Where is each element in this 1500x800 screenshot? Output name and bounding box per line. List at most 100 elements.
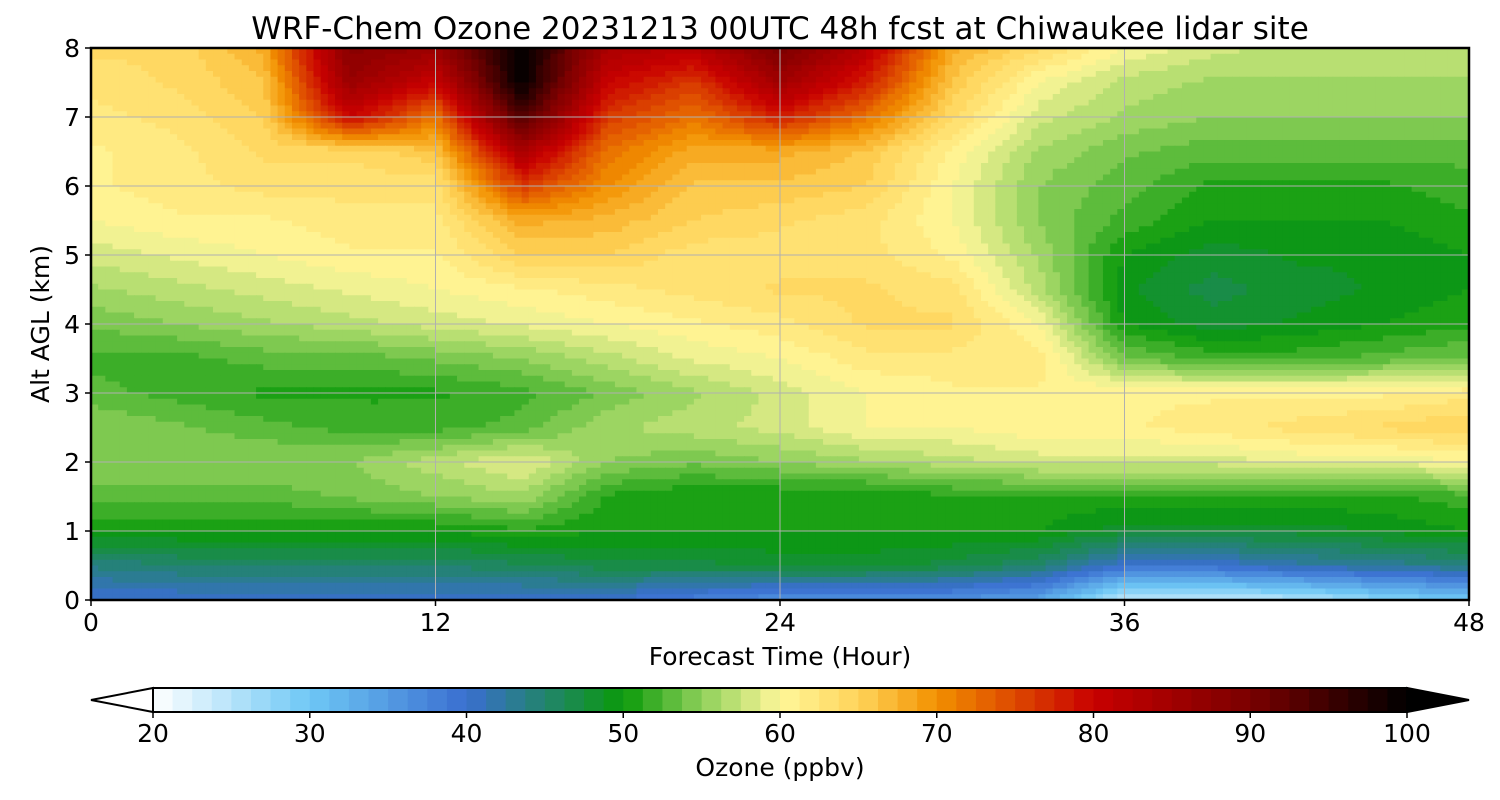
- field-cell: [543, 157, 551, 164]
- field-cell: [894, 151, 903, 158]
- field-cell: [299, 186, 307, 193]
- field-cell: [1332, 186, 1341, 193]
- field-cell: [1110, 140, 1118, 147]
- field-cell: [614, 88, 623, 95]
- field-cell: [672, 191, 681, 199]
- field-cell: [650, 65, 659, 72]
- field-cell: [184, 111, 193, 118]
- field-cell: [1059, 145, 1068, 153]
- field-cell: [141, 134, 150, 141]
- field-cell: [787, 94, 795, 101]
- field-cell: [1059, 59, 1068, 66]
- field-cell: [715, 151, 724, 158]
- field-cell: [1210, 71, 1219, 78]
- field-cell: [1390, 140, 1398, 147]
- field-cell: [457, 168, 465, 176]
- field-cell: [1117, 134, 1126, 141]
- field-cell: [457, 105, 465, 112]
- field-cell: [1045, 65, 1054, 72]
- field-cell: [1024, 163, 1032, 170]
- field-cell: [564, 48, 573, 55]
- field-cell: [335, 122, 343, 130]
- field-cell: [679, 180, 688, 187]
- field-cell: [973, 59, 982, 66]
- field-cell: [1354, 140, 1362, 147]
- field-cell: [973, 191, 982, 199]
- field-cell: [622, 174, 630, 181]
- field-cell: [1081, 140, 1090, 147]
- field-cell: [1440, 122, 1449, 130]
- field-cell: [1239, 163, 1248, 170]
- field-cell: [772, 191, 781, 199]
- field-cell: [830, 145, 839, 153]
- field-cell: [830, 71, 839, 78]
- field-cell: [1339, 180, 1348, 187]
- field-cell: [277, 157, 286, 164]
- field-cell: [105, 191, 114, 199]
- field-cell: [1174, 48, 1183, 55]
- field-cell: [607, 94, 616, 101]
- field-cell: [693, 168, 702, 176]
- field-cell: [751, 191, 760, 199]
- field-cell: [227, 53, 236, 61]
- field-cell: [1282, 191, 1291, 199]
- field-cell: [937, 168, 946, 176]
- field-cell: [866, 191, 874, 199]
- field-cell: [966, 71, 975, 78]
- field-cell: [657, 71, 666, 78]
- field-cell: [1425, 174, 1434, 181]
- field-cell: [277, 122, 286, 130]
- field-cell: [406, 168, 415, 176]
- field-cell: [808, 111, 817, 118]
- field-cell: [464, 94, 472, 101]
- field-cell: [1390, 53, 1398, 61]
- field-cell: [607, 174, 616, 181]
- field-cell: [1024, 180, 1032, 187]
- field-cell: [873, 117, 882, 124]
- field-cell: [873, 71, 882, 78]
- field-cell: [521, 111, 530, 118]
- field-cell: [1024, 122, 1032, 130]
- field-cell: [923, 168, 932, 176]
- field-cell: [830, 151, 839, 158]
- field-cell: [1289, 59, 1298, 66]
- field-cell: [1339, 157, 1348, 164]
- field-cell: [1253, 105, 1262, 112]
- field-cell: [988, 174, 996, 181]
- field-cell: [1031, 59, 1039, 66]
- field-cell: [1368, 65, 1377, 72]
- field-cell: [600, 128, 609, 135]
- field-cell: [500, 134, 508, 141]
- field-cell: [220, 117, 228, 124]
- field-cell: [715, 134, 724, 141]
- field-cell: [148, 168, 157, 176]
- field-cell: [1425, 48, 1434, 55]
- field-cell: [1174, 105, 1183, 112]
- field-cell: [980, 71, 989, 78]
- field-cell: [1146, 65, 1154, 72]
- field-cell: [1088, 117, 1097, 124]
- field-cell: [930, 140, 939, 147]
- field-cell: [952, 157, 961, 164]
- field-cell: [1081, 94, 1090, 101]
- field-cell: [313, 111, 322, 118]
- field-cell: [1052, 82, 1061, 89]
- field-cell: [227, 168, 236, 176]
- field-cell: [1189, 122, 1197, 130]
- field-cell: [1303, 163, 1312, 170]
- field-cell: [1131, 99, 1140, 107]
- field-cell: [837, 180, 846, 187]
- field-cell: [693, 105, 702, 112]
- field-cell: [464, 117, 472, 124]
- field-cell: [184, 65, 193, 72]
- field-cell: [335, 174, 343, 181]
- field-cell: [234, 180, 243, 187]
- field-cell: [1332, 122, 1341, 130]
- field-cell: [564, 174, 573, 181]
- field-cell: [980, 191, 989, 199]
- field-cell: [966, 99, 975, 107]
- field-cell: [184, 157, 193, 164]
- field-cell: [198, 65, 207, 72]
- field-cell: [213, 122, 221, 130]
- field-cell: [729, 94, 738, 101]
